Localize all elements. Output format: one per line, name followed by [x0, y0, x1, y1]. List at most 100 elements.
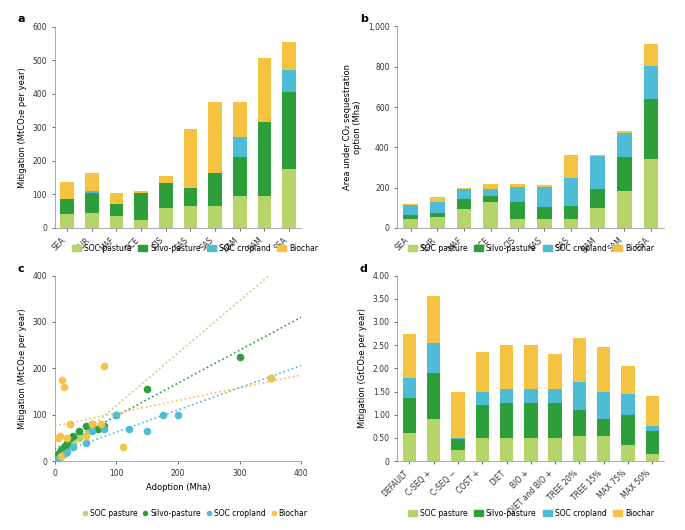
Bar	[510, 219, 525, 228]
Bar	[564, 219, 578, 228]
Bar	[282, 41, 296, 70]
Point	[58, 383, 70, 391]
X-axis label: Adoption (Mha): Adoption (Mha)	[146, 483, 210, 492]
Point	[86, 420, 97, 428]
Point	[86, 420, 97, 428]
Bar	[282, 169, 296, 228]
Bar	[60, 214, 74, 228]
Bar	[60, 199, 74, 214]
Bar	[208, 102, 222, 173]
Bar	[646, 431, 659, 454]
Bar	[208, 173, 222, 206]
Point	[53, 455, 63, 463]
Bar	[457, 189, 471, 199]
Bar	[500, 403, 513, 438]
Bar	[110, 205, 123, 216]
Bar	[427, 296, 440, 343]
Bar	[617, 157, 632, 191]
Bar	[590, 155, 605, 156]
Text: a: a	[18, 14, 25, 24]
Point	[64, 420, 76, 428]
Bar	[85, 191, 99, 193]
Bar	[524, 389, 538, 403]
Point	[62, 447, 73, 456]
Bar	[427, 419, 440, 461]
Bar	[590, 208, 605, 228]
Bar	[621, 445, 635, 461]
Bar	[457, 209, 471, 228]
Bar	[573, 410, 586, 436]
Bar	[427, 343, 440, 373]
Point	[99, 425, 110, 433]
Bar	[573, 338, 586, 382]
Bar	[475, 392, 489, 405]
Bar	[475, 352, 489, 392]
Bar	[233, 196, 247, 228]
Bar	[510, 202, 525, 219]
Bar	[184, 188, 197, 206]
Bar	[500, 345, 513, 389]
Bar	[134, 193, 148, 219]
Bar	[184, 129, 197, 188]
Point	[60, 444, 71, 453]
Bar	[484, 196, 498, 202]
Bar	[451, 439, 464, 449]
Text: d: d	[360, 264, 368, 275]
Bar	[159, 208, 173, 228]
Point	[111, 410, 122, 419]
Bar	[597, 348, 610, 392]
Bar	[510, 183, 525, 187]
Point	[157, 410, 169, 419]
Point	[86, 422, 97, 430]
Text: b: b	[360, 14, 368, 24]
Bar	[537, 184, 551, 187]
Bar	[646, 454, 659, 461]
Bar	[597, 436, 610, 461]
Y-axis label: Mitigation (MtCO₂e per year): Mitigation (MtCO₂e per year)	[18, 67, 27, 188]
Point	[58, 450, 70, 458]
Bar	[208, 206, 222, 228]
Bar	[590, 156, 605, 189]
Point	[68, 443, 79, 452]
Bar	[621, 366, 635, 394]
Point	[60, 440, 71, 449]
Bar	[500, 389, 513, 403]
Point	[55, 445, 66, 454]
Bar	[134, 219, 148, 228]
Bar	[451, 392, 464, 438]
Point	[74, 427, 85, 435]
Bar	[282, 70, 296, 92]
Bar	[524, 345, 538, 389]
Bar	[85, 173, 99, 191]
Bar	[184, 206, 197, 228]
Bar	[537, 219, 551, 228]
Bar	[403, 377, 416, 399]
Bar	[644, 66, 658, 99]
Bar	[537, 207, 551, 219]
Point	[111, 410, 122, 419]
Bar	[644, 99, 658, 160]
Bar	[617, 131, 632, 133]
Bar	[451, 449, 464, 461]
Bar	[85, 193, 99, 213]
Bar	[258, 122, 271, 196]
Bar	[644, 160, 658, 228]
Bar	[573, 382, 586, 410]
Bar	[258, 58, 271, 122]
Point	[80, 422, 91, 430]
Bar	[85, 213, 99, 228]
Point	[54, 450, 65, 458]
Bar	[549, 355, 562, 389]
Bar	[403, 205, 418, 215]
Bar	[282, 92, 296, 169]
Bar	[617, 191, 632, 228]
Bar	[621, 414, 635, 445]
Bar	[573, 436, 586, 461]
Point	[58, 445, 70, 454]
Bar	[617, 133, 632, 157]
Bar	[457, 199, 471, 209]
Bar	[564, 178, 578, 206]
Legend: SOC pasture, Silvo-pasture, SOC cropland, Biochar: SOC pasture, Silvo-pasture, SOC cropland…	[69, 241, 321, 256]
Y-axis label: Area under CO₂ sequestration
option (Mha): Area under CO₂ sequestration option (Mha…	[343, 64, 362, 190]
Bar	[457, 188, 471, 189]
